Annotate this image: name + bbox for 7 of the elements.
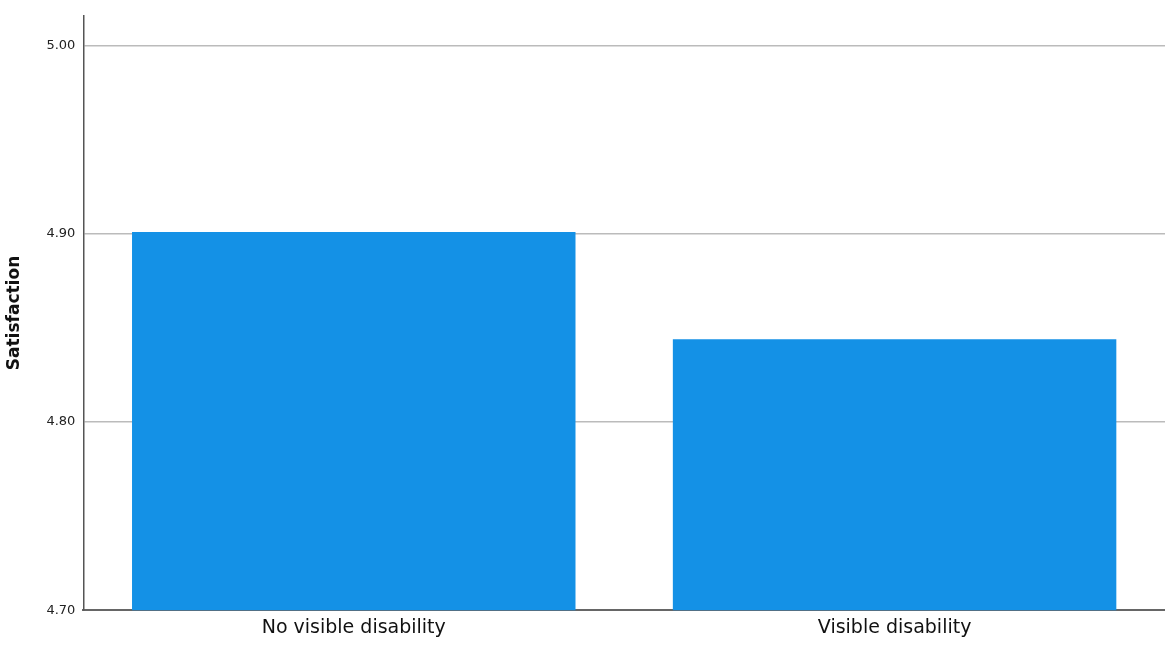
x-tick-label: Visible disability bbox=[817, 614, 972, 637]
x-tick-label: No visible disability bbox=[261, 614, 446, 637]
y-tick-label: 4.90 bbox=[46, 225, 76, 241]
y-tick-label: 4.70 bbox=[46, 601, 76, 617]
y-tick-label: 5.00 bbox=[46, 37, 76, 53]
y-tick-label: 4.80 bbox=[46, 413, 76, 429]
y-axis-title: Satisfaction bbox=[2, 255, 23, 371]
